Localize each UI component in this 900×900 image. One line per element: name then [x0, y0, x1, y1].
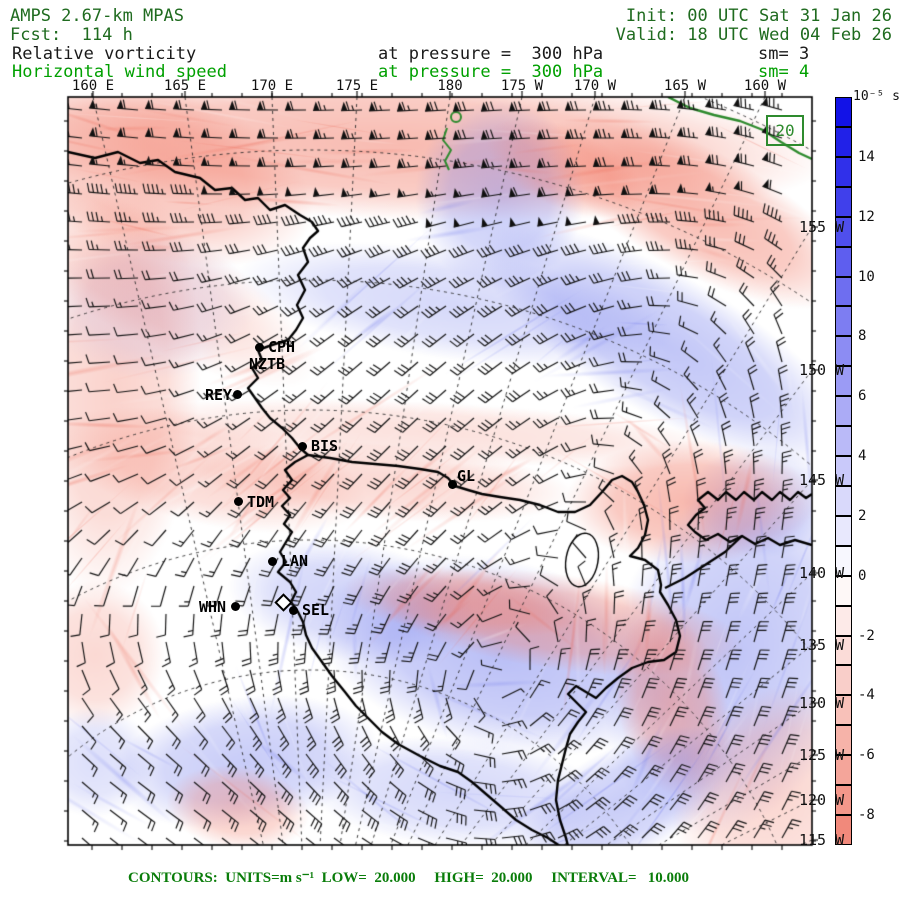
- station-label: TDM: [247, 493, 275, 511]
- colorbar-tick-label: 10: [858, 268, 875, 285]
- station-dot: [298, 442, 307, 451]
- meridian-label: 155 W: [799, 218, 845, 236]
- colorbar-segment: [835, 306, 852, 337]
- longitude-label: 175 W: [500, 78, 544, 94]
- colorbar-segment: [835, 336, 852, 367]
- colorbar-tick-label: 14: [858, 148, 875, 165]
- colorbar-segment: [835, 545, 852, 576]
- model-title: AMPS 2.67-km MPAS: [10, 6, 184, 26]
- colorbar-tick-label: 12: [858, 208, 875, 225]
- station-label: REY: [205, 386, 233, 404]
- colorbar-tick-label: -6: [858, 747, 875, 764]
- longitude-label: 160 W: [743, 78, 787, 94]
- meridian-label: 115 W: [799, 831, 845, 849]
- longitude-label: 170 E: [250, 78, 294, 94]
- colorbar-segment: [835, 665, 852, 696]
- colorbar-segment: [835, 725, 852, 756]
- station-dot: [231, 602, 240, 611]
- colorbar-segment: [835, 246, 852, 277]
- meridian-label: 145 W: [799, 471, 845, 489]
- station-dot: [448, 480, 457, 489]
- colorbar-segment: [835, 396, 852, 427]
- vorticity-colorbar: [835, 97, 852, 845]
- station-label: BIS: [311, 437, 339, 455]
- colorbar-segment: [835, 515, 852, 546]
- longitude-label: 165 E: [163, 78, 207, 94]
- station-dot: [289, 606, 298, 615]
- colorbar-tick-label: 6: [858, 388, 867, 405]
- field2-name: Horizontal wind speed: [12, 62, 227, 82]
- longitude-label: 175 E: [335, 78, 379, 94]
- station-label: LAN: [281, 552, 309, 570]
- colorbar-tick-label: 4: [858, 448, 867, 465]
- wind-contour-label-box: 20: [766, 115, 804, 146]
- station-dot: [268, 557, 277, 566]
- station-dot: [233, 390, 242, 399]
- field2-level: at pressure = 300 hPa: [378, 62, 604, 82]
- meridian-label: 130 W: [799, 694, 845, 712]
- colorbar-segment: [835, 785, 852, 816]
- station-dot: [255, 343, 264, 352]
- colorbar-tick-label: -8: [858, 807, 875, 824]
- field1-name: Relative vorticity: [12, 44, 197, 64]
- colorbar-segment: [835, 485, 852, 516]
- longitude-label: 180: [437, 78, 463, 94]
- colorbar-segment: [835, 575, 852, 606]
- meridian-label: 140 W: [799, 564, 845, 582]
- map-canvas: [62, 91, 818, 851]
- colorbar-tick-label: 0: [858, 567, 867, 584]
- forecast-hour-label: Fcst: 114 h: [10, 25, 133, 45]
- colorbar-tick-label: 8: [858, 328, 867, 345]
- meridian-label: 120 W: [799, 791, 845, 809]
- station-label: GL: [457, 467, 476, 485]
- longitude-label: 165 W: [663, 78, 707, 94]
- colorbar-segment: [835, 635, 852, 666]
- colorbar-segment: [835, 426, 852, 457]
- field2-smoothing: sm= 4: [758, 62, 810, 82]
- station-label: NZTB: [249, 355, 286, 373]
- meridian-label: 125 W: [799, 746, 845, 764]
- station-label: WHN: [199, 598, 227, 616]
- meridian-label: 150 W: [799, 361, 845, 379]
- colorbar-segment: [835, 366, 852, 397]
- station-label: CPH: [268, 338, 296, 356]
- field1-smoothing: sm= 3: [758, 44, 810, 64]
- meridian-label: 135 W: [799, 636, 845, 654]
- longitude-label: 170 W: [573, 78, 617, 94]
- colorbar-segment: [835, 126, 852, 157]
- valid-time-label: Valid: 18 UTC Wed 04 Feb 26: [615, 25, 892, 45]
- station-dot: [234, 497, 243, 506]
- wind-contour-label: 20: [775, 121, 795, 140]
- colorbar-tick-label: -4: [858, 687, 875, 704]
- colorbar-segment: [835, 605, 852, 636]
- colorbar-segment: [835, 216, 852, 247]
- colorbar-tick-label: 2: [858, 507, 867, 524]
- init-time-label: Init: 00 UTC Sat 31 Jan 26: [625, 6, 892, 26]
- colorbar-segment: [835, 456, 852, 486]
- contour-legend: CONTOURS: UNITS=m s⁻¹ LOW= 20.000 HIGH= …: [128, 870, 690, 886]
- colorbar-tick-label: -2: [858, 627, 875, 644]
- field1-level: at pressure = 300 hPa: [378, 44, 604, 64]
- colorbar-segment: [835, 276, 852, 307]
- colorbar-segment: [835, 186, 852, 217]
- colorbar-segment: [835, 755, 852, 786]
- colorbar-segment: [835, 97, 852, 127]
- colorbar-unit-label: 10⁻⁵ s⁻¹: [853, 89, 900, 104]
- longitude-label: 160 E: [71, 78, 115, 94]
- station-label: SEL: [302, 601, 330, 619]
- colorbar-segment: [835, 815, 852, 845]
- colorbar-segment: [835, 156, 852, 187]
- colorbar-segment: [835, 695, 852, 726]
